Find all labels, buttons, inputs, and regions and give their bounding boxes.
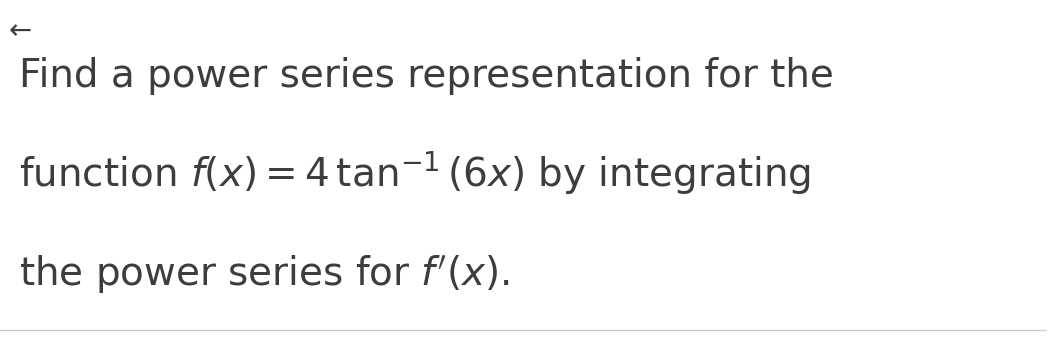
Text: the power series for $f'(x)$.: the power series for $f'(x)$.	[19, 254, 509, 296]
Text: function $f(x) = 4\,\tan^{-1}(6x)$ by integrating: function $f(x) = 4\,\tan^{-1}(6x)$ by in…	[19, 149, 811, 195]
Text: ←: ←	[8, 17, 32, 45]
Text: Find a power series representation for the: Find a power series representation for t…	[19, 57, 834, 95]
